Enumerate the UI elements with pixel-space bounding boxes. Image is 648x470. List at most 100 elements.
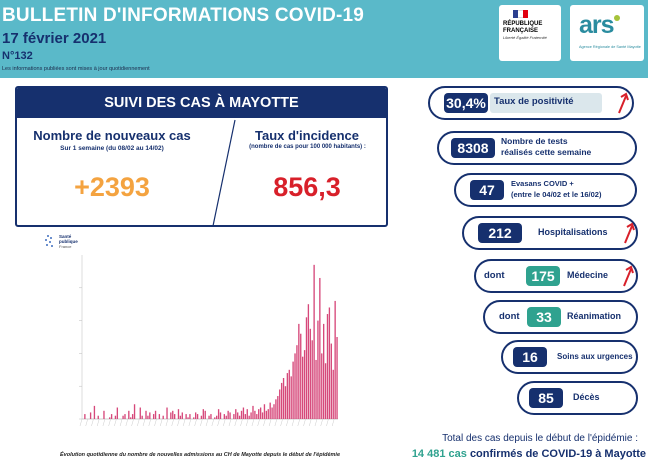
reanimation-pill: dont 33 Réanimation bbox=[483, 300, 638, 334]
deces-label: Décès bbox=[573, 392, 600, 402]
total-cases-count: 14 481 cas bbox=[411, 448, 467, 460]
total-cases-intro: Total des cas depuis le début de l'épidé… bbox=[442, 433, 638, 444]
positivity-rate-pill: 30,4% Taux de positivité bbox=[428, 86, 634, 120]
total-cases-suffix: confirmés de COVID-19 à Mayotte bbox=[469, 448, 646, 460]
admission-bar bbox=[208, 415, 210, 419]
admission-bar bbox=[216, 415, 218, 419]
admission-bar bbox=[326, 314, 329, 419]
admission-bar bbox=[265, 410, 268, 419]
admission-bar bbox=[321, 353, 323, 419]
admission-bar bbox=[311, 340, 313, 419]
admission-bar bbox=[330, 343, 332, 419]
admission-bar bbox=[162, 415, 164, 419]
admission-bar bbox=[210, 414, 212, 419]
republique-francaise-logo: RÉPUBLIQUE FRANÇAISE Liberté Égalité Fra… bbox=[499, 5, 561, 61]
x-tick bbox=[85, 418, 88, 427]
trend-up-icon bbox=[623, 265, 634, 287]
x-tick bbox=[320, 418, 323, 427]
admission-bar bbox=[223, 414, 225, 419]
admission-bar bbox=[133, 404, 136, 419]
panel-title: SUIVI DES CAS À MAYOTTE bbox=[17, 88, 386, 118]
x-tick bbox=[303, 418, 306, 427]
x-tick bbox=[200, 418, 203, 427]
bulletin-title: BULLETIN D'INFORMATIONS COVID-19 bbox=[2, 5, 365, 26]
admission-bar bbox=[202, 409, 204, 419]
evasans-pill: 47 Evasans COVID + (entre le 04/02 et le… bbox=[454, 173, 637, 207]
hospitalisations-value: 212 bbox=[478, 223, 522, 243]
rf-name: RÉPUBLIQUE FRANÇAISE bbox=[503, 21, 543, 34]
admission-bar bbox=[122, 415, 124, 419]
positivity-value: 30,4% bbox=[444, 93, 488, 113]
admission-bar bbox=[219, 412, 222, 419]
panel-divider bbox=[212, 119, 236, 225]
admission-bar bbox=[217, 409, 220, 419]
admission-bar bbox=[193, 417, 195, 419]
admission-bar bbox=[279, 389, 281, 419]
admission-bar bbox=[250, 412, 252, 419]
x-tick bbox=[79, 418, 83, 427]
x-tick bbox=[268, 418, 272, 427]
tests-label: Nombre de tests réalisés cette semaine bbox=[501, 136, 592, 157]
admission-bar bbox=[177, 409, 180, 419]
admission-bar bbox=[261, 412, 264, 419]
admission-bar bbox=[227, 410, 229, 419]
admission-bar bbox=[303, 350, 306, 419]
admission-bar bbox=[185, 414, 187, 419]
x-tick bbox=[177, 418, 180, 427]
admission-bar bbox=[147, 415, 149, 419]
admission-bar bbox=[248, 415, 250, 419]
admission-bar bbox=[89, 412, 92, 419]
admission-bar bbox=[305, 317, 308, 419]
mayotte-cases-panel: SUIVI DES CAS À MAYOTTE Nombre de nouvea… bbox=[15, 86, 388, 227]
x-tick bbox=[142, 418, 146, 427]
admission-bar bbox=[152, 414, 155, 419]
admission-bar bbox=[294, 353, 296, 419]
urgences-label: Soins aux urgences bbox=[557, 352, 633, 361]
x-tick bbox=[194, 418, 197, 427]
admission-bar bbox=[116, 407, 119, 419]
tests-pill: 8308 Nombre de tests réalisés cette sema… bbox=[437, 131, 637, 165]
hospitalisations-label: Hospitalisations bbox=[538, 227, 608, 237]
trend-up-icon bbox=[624, 222, 635, 244]
x-tick bbox=[114, 418, 117, 427]
admission-bar bbox=[173, 414, 176, 419]
admission-bar bbox=[237, 412, 239, 419]
ars-subtitle: Agence Régionale de Santé Mayotte bbox=[579, 45, 641, 49]
admission-bar bbox=[292, 361, 294, 419]
x-tick bbox=[245, 418, 249, 427]
admission-bar bbox=[84, 414, 86, 419]
admission-bar bbox=[179, 415, 182, 419]
deces-value: 85 bbox=[529, 388, 563, 408]
x-tick bbox=[297, 418, 301, 427]
admission-bar bbox=[229, 412, 231, 419]
x-tick bbox=[280, 418, 283, 427]
admission-bar bbox=[317, 320, 319, 419]
admission-bar bbox=[114, 415, 117, 419]
admission-bar bbox=[187, 417, 189, 419]
reanimation-prefix: dont bbox=[499, 311, 520, 322]
admission-bar bbox=[242, 407, 245, 419]
admission-bar bbox=[195, 412, 197, 419]
ars-wordmark: ars bbox=[579, 11, 615, 39]
bulletin-date: 17 février 2021 bbox=[2, 30, 107, 47]
x-tick bbox=[257, 418, 260, 427]
update-note: Les informations publiées sont mises à j… bbox=[2, 66, 150, 72]
x-tick bbox=[131, 418, 134, 427]
admission-bar bbox=[103, 410, 105, 419]
ars-logo: ars Agence Régionale de Santé Mayotte bbox=[570, 5, 644, 61]
admission-bar bbox=[131, 414, 134, 419]
urgences-pill: 16 Soins aux urgences bbox=[501, 340, 638, 374]
admission-bar bbox=[240, 410, 243, 419]
x-tick bbox=[96, 418, 100, 427]
admission-bar bbox=[244, 414, 247, 419]
evasans-label: Evasans COVID + (entre le 04/02 et le 16… bbox=[511, 179, 602, 199]
admission-bar bbox=[145, 410, 147, 419]
admission-bar bbox=[172, 410, 174, 419]
x-tick bbox=[119, 418, 123, 427]
x-tick bbox=[125, 418, 129, 427]
medecine-pill: dont 175 Médecine bbox=[474, 259, 638, 293]
x-tick bbox=[159, 418, 163, 427]
admission-bar bbox=[254, 410, 256, 419]
admission-bar bbox=[158, 414, 161, 419]
x-tick bbox=[137, 418, 140, 427]
